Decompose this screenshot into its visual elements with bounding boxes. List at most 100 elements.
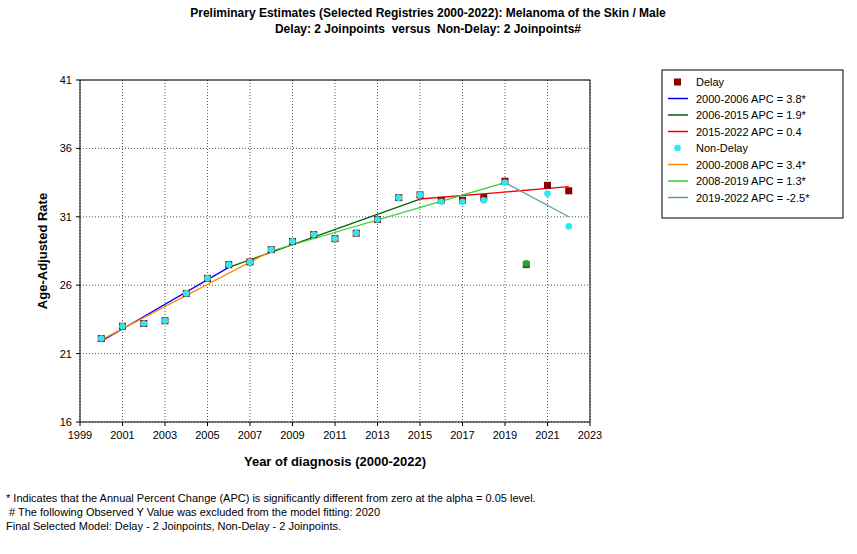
point — [395, 194, 402, 201]
point — [247, 258, 254, 265]
legend-label: 2008-2019 APC = 1.3* — [696, 175, 806, 187]
y-tick — [76, 148, 80, 149]
x-tick-label: 2011 — [323, 429, 347, 441]
x-tick-label: 2023 — [578, 429, 602, 441]
legend-label: 2006-2015 APC = 1.9* — [696, 109, 806, 121]
footnote: # The following Observed Y Value was exc… — [6, 506, 380, 518]
point — [565, 187, 572, 194]
legend-swatch — [674, 79, 681, 86]
point — [225, 261, 232, 268]
x-grid-line — [335, 80, 336, 422]
footnote: Final Selected Model: Delay - 2 Joinpoin… — [6, 520, 341, 532]
y-grid-line — [80, 285, 590, 286]
point — [502, 179, 509, 186]
x-tick — [420, 422, 421, 426]
x-tick-label: 2013 — [365, 429, 389, 441]
points — [98, 178, 573, 342]
x-tick-label: 2021 — [535, 429, 559, 441]
point — [374, 216, 381, 223]
fit-line — [101, 251, 271, 340]
point — [268, 246, 275, 253]
fit-lines — [101, 183, 569, 342]
point — [332, 235, 339, 242]
x-grid-line — [207, 80, 208, 422]
point — [140, 320, 147, 327]
point — [98, 335, 105, 342]
point — [247, 259, 254, 266]
y-tick — [76, 216, 80, 217]
x-grid-line — [462, 80, 463, 422]
point — [204, 275, 211, 282]
x-tick-label: 2005 — [195, 429, 219, 441]
x-grid-line — [292, 80, 293, 422]
point — [119, 323, 126, 330]
fit-line — [271, 183, 505, 251]
y-tick-label: 41 — [60, 74, 72, 86]
fit-line — [229, 199, 420, 267]
plot-area — [80, 80, 590, 422]
point — [162, 317, 169, 324]
x-tick — [207, 422, 208, 426]
legend-swatch — [674, 145, 681, 152]
point — [480, 197, 487, 204]
x-axis-label: Year of diagnosis (2000-2022) — [244, 454, 426, 469]
point — [310, 231, 317, 238]
legend-label: Non-Delay — [696, 142, 748, 154]
point — [544, 182, 551, 189]
point — [225, 261, 232, 268]
point — [544, 190, 551, 197]
legend-label: 2015-2022 APC = 0.4 — [696, 126, 802, 138]
point — [459, 198, 466, 205]
y-tick — [76, 422, 80, 423]
x-tick — [335, 422, 336, 426]
x-tick — [292, 422, 293, 426]
chart: Preliminary Estimates (Selected Registri… — [0, 0, 857, 554]
y-tick — [76, 353, 80, 354]
x-grid-line — [250, 80, 251, 422]
x-tick-label: 2019 — [493, 429, 517, 441]
point — [417, 191, 424, 198]
x-tick — [462, 422, 463, 426]
y-tick — [76, 80, 80, 81]
legend-swatch — [668, 197, 688, 199]
point — [268, 246, 275, 253]
x-tick — [590, 422, 591, 426]
y-tick — [76, 285, 80, 286]
x-tick — [165, 422, 166, 426]
y-tick-label: 21 — [60, 348, 72, 360]
legend-swatch — [668, 98, 688, 100]
legend-label: 2000-2006 APC = 3.8* — [696, 93, 806, 105]
subtitle: Delay: 2 Joinpoints versus Non-Delay: 2 … — [275, 22, 581, 36]
footnote: * Indicates that the Annual Percent Chan… — [6, 492, 536, 504]
x-tick-label: 2001 — [110, 429, 134, 441]
point — [310, 231, 317, 238]
data-group — [98, 178, 573, 342]
y-grid-line — [80, 148, 590, 149]
x-tick — [80, 422, 81, 426]
x-tick — [377, 422, 378, 426]
fit-line — [505, 183, 569, 217]
point — [353, 230, 360, 237]
x-grid-line — [505, 80, 506, 422]
x-grid-line — [122, 80, 123, 422]
x-tick — [122, 422, 123, 426]
point — [98, 335, 105, 342]
point — [289, 238, 296, 245]
point — [289, 238, 296, 245]
point — [204, 275, 211, 282]
y-tick-label: 36 — [60, 142, 72, 154]
point — [183, 290, 190, 297]
point — [119, 323, 126, 330]
legend-box — [662, 70, 843, 218]
y-tick-label: 16 — [60, 416, 72, 428]
plot-frame — [80, 80, 590, 422]
x-grid-line — [420, 80, 421, 422]
point — [140, 320, 147, 327]
y-axis-label: Age-Adjusted Rate — [35, 193, 50, 309]
x-tick-label: 2003 — [153, 429, 177, 441]
point — [438, 198, 445, 205]
point — [395, 194, 402, 201]
point — [332, 235, 339, 242]
point — [162, 317, 169, 324]
x-tick-label: 2015 — [408, 429, 432, 441]
